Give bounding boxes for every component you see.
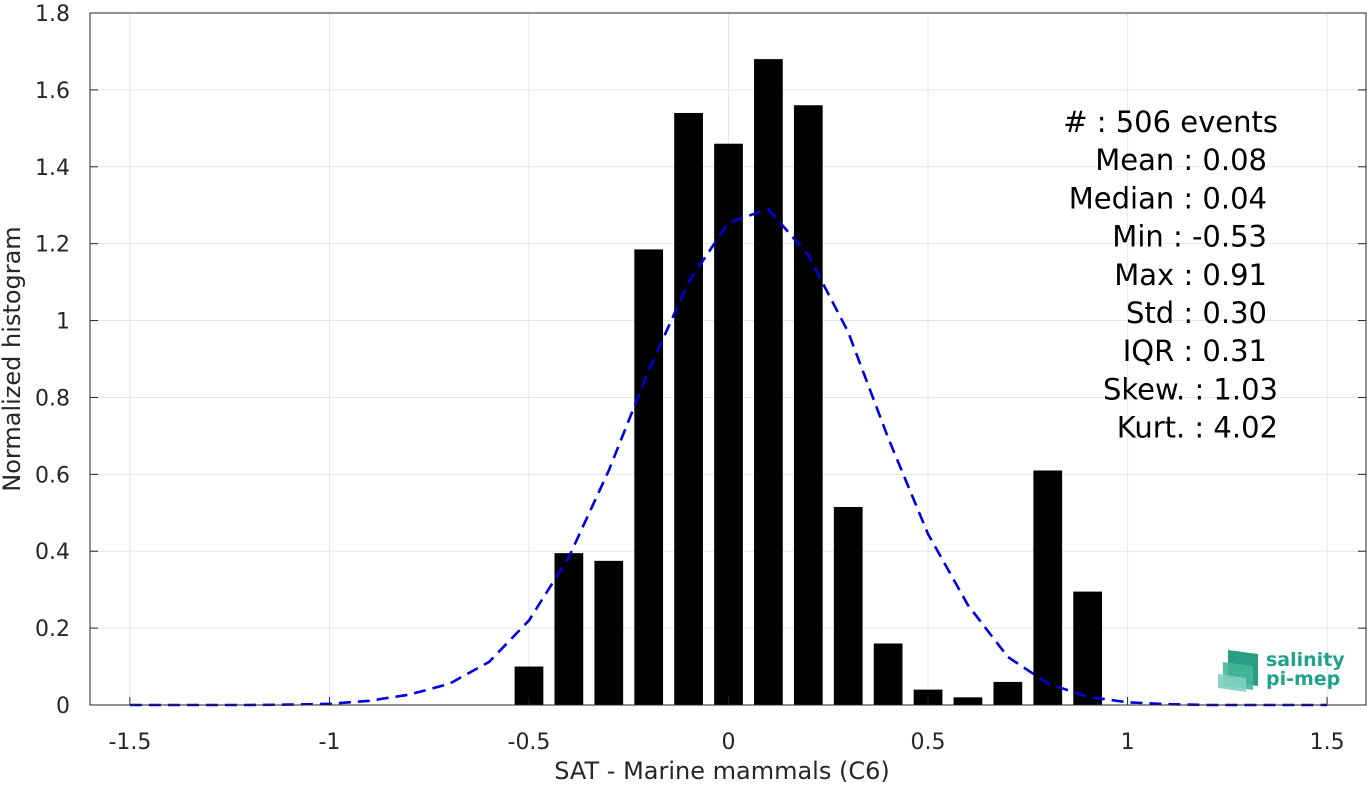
y-tick-label: 1.2 <box>35 233 70 258</box>
y-tick-label: 0.6 <box>35 463 70 488</box>
histogram-bar <box>793 105 823 706</box>
y-tick-label: 0.4 <box>35 540 70 565</box>
salinity-pi-mep-logo: salinity pi-mep <box>1218 649 1345 692</box>
y-tick-label: 1.6 <box>35 79 70 104</box>
stat-line: Mean : 0.08 <box>1095 143 1267 177</box>
histogram-bar <box>833 507 863 705</box>
logo-text-pi-mep: pi-mep <box>1266 668 1340 690</box>
stat-line: Median : 0.04 <box>1069 181 1267 215</box>
bars <box>514 59 1103 706</box>
x-axis-label: SAT - Marine mammals (C6) <box>554 757 889 785</box>
histogram-bar <box>953 697 983 705</box>
y-tick-label: 1.8 <box>35 2 70 27</box>
logo-icon <box>1218 650 1258 692</box>
y-tick-label: 0.2 <box>35 617 70 642</box>
x-tick-label: 0 <box>722 730 736 755</box>
histogram-bar <box>714 143 743 705</box>
stat-line: Skew. : 1.03 <box>1103 372 1278 406</box>
histogram-bar <box>1033 470 1063 705</box>
y-tick-label: 1.4 <box>35 156 70 181</box>
x-tick-label: -0.5 <box>508 730 551 755</box>
x-tick-label: 1.5 <box>1310 730 1345 755</box>
stat-line: Max : 0.91 <box>1114 258 1267 292</box>
y-axis-ticks: 0 0.2 0.4 0.6 0.8 1 1.2 1.4 1.6 1.8 <box>35 2 1366 719</box>
stats-box: # : 506 events Mean : 0.08 Median : 0.04 Mi… <box>1063 105 1278 445</box>
x-tick-label: 0.5 <box>911 730 946 755</box>
x-tick-label: -1 <box>318 730 340 755</box>
histogram-bar <box>674 112 703 705</box>
histogram-bar <box>873 643 903 705</box>
stat-line: Kurt. : 4.02 <box>1117 411 1278 445</box>
y-tick-label: 1 <box>56 310 70 335</box>
histogram-bar <box>1073 591 1103 705</box>
histogram-bar <box>594 560 624 705</box>
y-tick-label: 0 <box>56 694 70 719</box>
x-tick-label: -1.5 <box>108 730 151 755</box>
histogram-bar <box>993 681 1023 705</box>
y-tick-label: 0.8 <box>35 386 70 411</box>
histogram-bar <box>634 249 664 705</box>
stat-line: Min : -0.53 <box>1112 220 1267 254</box>
stat-line: Std : 0.30 <box>1126 296 1267 330</box>
logo-text-salinity: salinity <box>1266 649 1345 671</box>
x-axis-ticks: -1.5 -1 -0.5 0 0.5 1 1.5 <box>108 697 1345 755</box>
histogram-bar <box>554 553 584 705</box>
stat-line: IQR : 0.31 <box>1123 334 1267 368</box>
histogram-bar <box>754 59 783 705</box>
stat-line: # : 506 events <box>1063 105 1278 139</box>
x-tick-label: 1 <box>1121 730 1135 755</box>
y-axis-label: Normalized histogram <box>0 226 26 491</box>
